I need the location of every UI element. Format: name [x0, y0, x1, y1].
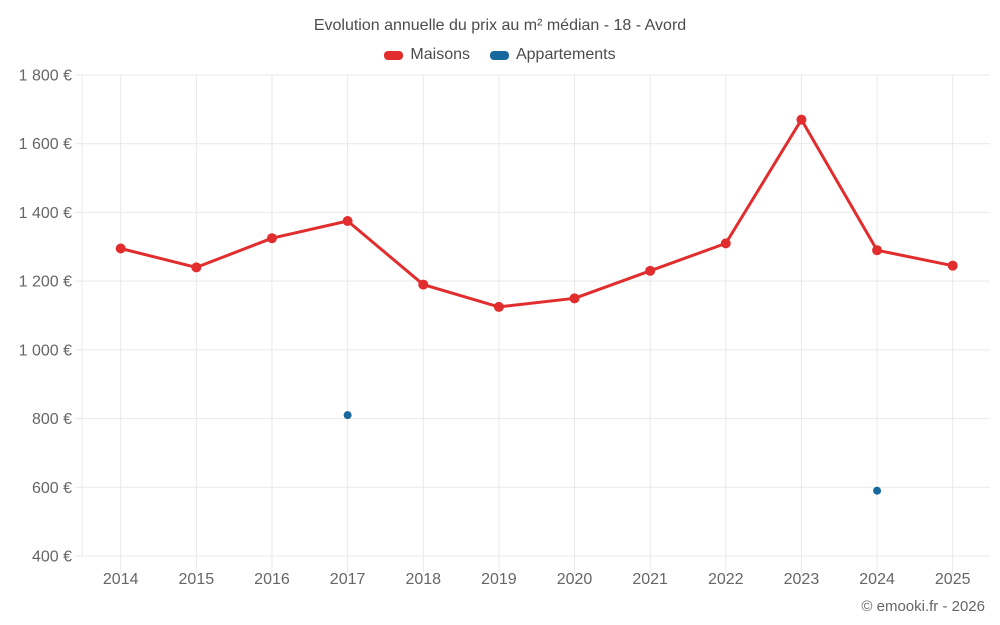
x-axis-label: 2023 [784, 571, 820, 588]
maisons-legend-label: Maisons [410, 46, 470, 63]
y-axis-label: 400 € [32, 549, 72, 566]
x-axis-label: 2018 [405, 571, 441, 588]
x-axis-label: 2014 [103, 571, 139, 588]
x-axis-label: 2024 [859, 571, 895, 588]
maisons-point[interactable] [191, 262, 202, 273]
appartements-point[interactable] [873, 486, 882, 495]
legend-item-maisons[interactable]: Maisons [384, 46, 470, 64]
maisons-legend-swatch [384, 50, 404, 60]
x-axis-label: 2016 [254, 571, 290, 588]
x-axis-label: 2015 [179, 571, 215, 588]
maisons-point[interactable] [115, 243, 126, 254]
x-axis-label: 2025 [935, 571, 971, 588]
x-axis-label: 2022 [708, 571, 744, 588]
maisons-point[interactable] [645, 265, 656, 276]
y-axis-label: 800 € [32, 411, 72, 428]
y-axis-label: 1 400 € [19, 205, 72, 222]
appartements-point[interactable] [343, 411, 352, 420]
maisons-point[interactable] [872, 245, 883, 256]
maisons-point[interactable] [947, 260, 958, 271]
legend-item-appartements[interactable]: Appartements [489, 46, 616, 64]
maisons-point[interactable] [342, 216, 353, 227]
maisons-point[interactable] [796, 114, 807, 125]
x-axis-label: 2019 [481, 571, 517, 588]
maisons-point[interactable] [418, 279, 429, 290]
legend: Maisons Appartements [0, 46, 1000, 64]
appartements-legend-label: Appartements [515, 46, 616, 63]
copyright: © emooki.fr - 2026 [861, 598, 985, 615]
maisons-point[interactable] [720, 238, 731, 249]
y-axis-label: 600 € [32, 480, 72, 497]
y-axis-label: 1 600 € [19, 136, 72, 153]
maisons-point[interactable] [266, 233, 277, 244]
y-axis-label: 1 000 € [19, 342, 72, 359]
maisons-point[interactable] [569, 293, 580, 304]
appartements-legend-swatch [489, 50, 509, 60]
chart-title: Evolution annuelle du prix au m² médian … [313, 17, 687, 34]
maisons-point[interactable] [493, 301, 504, 312]
y-axis-label: 1 200 € [19, 274, 72, 291]
x-axis-label: 2017 [330, 571, 366, 588]
y-axis-label: 1 800 € [19, 68, 72, 85]
x-axis-label: 2021 [632, 571, 668, 588]
maisons-line [119, 118, 955, 309]
x-axis-label: 2020 [557, 571, 593, 588]
